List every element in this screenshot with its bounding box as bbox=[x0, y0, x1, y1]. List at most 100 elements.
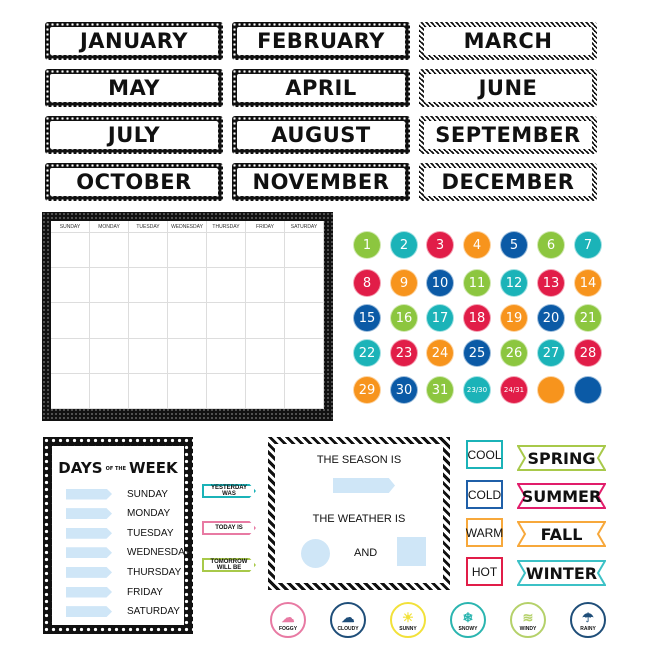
season-label: WINTER bbox=[525, 563, 598, 583]
day-arrow-slot bbox=[66, 586, 112, 598]
day-label: MONDAY bbox=[127, 508, 171, 520]
calendar-cell bbox=[51, 373, 90, 409]
date-circle bbox=[574, 376, 602, 404]
calendar-grid: SUNDAY MONDAY TUESDAY WEDNESDAY THURSDAY FRID… bbox=[42, 212, 333, 421]
day-row: MONDAY bbox=[66, 508, 170, 520]
day-label: WEDNESDAY bbox=[127, 547, 191, 559]
season-banner: SUMMER bbox=[517, 483, 606, 509]
calendar-cell bbox=[207, 373, 246, 409]
calendar-cell bbox=[285, 373, 324, 409]
calendar-cell bbox=[285, 268, 324, 304]
days-of-week-chart: DAYS OF THE WEEK SUNDAY MONDAY TUESDAY WEDNES… bbox=[43, 437, 193, 634]
date-circle: 20 bbox=[537, 304, 565, 332]
month-header-august: AUGUST bbox=[232, 116, 410, 154]
banner-shape bbox=[517, 560, 606, 586]
date-circle: 4 bbox=[463, 231, 491, 259]
calendar-cell bbox=[168, 233, 207, 269]
month-label: JULY bbox=[50, 121, 218, 149]
calendar-cell bbox=[168, 373, 207, 409]
month-header-january: JANUARY bbox=[45, 22, 223, 60]
calendar-cell bbox=[90, 233, 129, 269]
date-circle: 16 bbox=[390, 304, 418, 332]
day-label: TUESDAY bbox=[127, 527, 174, 539]
date-circle: 25 bbox=[463, 339, 491, 367]
calendar-cell bbox=[246, 338, 285, 374]
date-circle: 5 bbox=[500, 231, 528, 259]
date-circle: 24/31 bbox=[500, 376, 528, 404]
day-row: FRIDAY bbox=[66, 586, 163, 598]
month-header-december: DECEMBER bbox=[419, 163, 597, 201]
weather-rainy: ☂ RAINY bbox=[570, 602, 606, 638]
banner-shape bbox=[517, 521, 606, 547]
date-circle: 8 bbox=[353, 269, 381, 297]
calendar-cell bbox=[129, 373, 168, 409]
month-label: MAY bbox=[50, 74, 218, 102]
weather-circle-slot bbox=[301, 539, 330, 568]
calendar-day-header: TUESDAY bbox=[129, 221, 168, 233]
season-label: SPRING bbox=[527, 448, 596, 468]
calendar-day-header: SATURDAY bbox=[285, 221, 324, 233]
calendar-day-header: FRIDAY bbox=[246, 221, 285, 233]
temperature-card: COLD bbox=[466, 480, 503, 509]
date-circle: 31 bbox=[426, 376, 454, 404]
calendar-cell bbox=[246, 233, 285, 269]
day-arrow-slot bbox=[66, 606, 112, 618]
day-pointer: YESTERDAY WAS bbox=[202, 484, 256, 498]
temperature-card: WARM bbox=[466, 518, 503, 547]
temperature-card: COOL bbox=[466, 440, 503, 469]
day-label: THURSDAY bbox=[127, 566, 182, 578]
date-circle: 6 bbox=[537, 231, 565, 259]
day-row: SUNDAY bbox=[66, 488, 168, 500]
days-of-week-title: DAYS OF THE WEEK bbox=[52, 459, 184, 477]
weather-label: SUNNY bbox=[399, 626, 417, 632]
season-text: THE SEASON IS bbox=[316, 454, 402, 466]
date-circle: 27 bbox=[537, 339, 565, 367]
calendar-cell bbox=[90, 338, 129, 374]
calendar-cell bbox=[168, 303, 207, 339]
month-header-may: MAY bbox=[45, 69, 223, 107]
month-label: NOVEMBER bbox=[237, 168, 405, 196]
date-circle: 14 bbox=[574, 269, 602, 297]
season-banner: SPRING bbox=[517, 445, 606, 471]
date-circle: 17 bbox=[426, 304, 454, 332]
date-circle: 1 bbox=[353, 231, 381, 259]
calendar-cell bbox=[246, 373, 285, 409]
calendar-cell bbox=[207, 338, 246, 374]
calendar-day-header: WEDNESDAY bbox=[168, 221, 207, 233]
title-week: WEEK bbox=[129, 459, 178, 477]
date-circle: 11 bbox=[463, 269, 491, 297]
month-label: AUGUST bbox=[237, 121, 405, 149]
date-circle: 19 bbox=[500, 304, 528, 332]
month-label: JANUARY bbox=[50, 27, 218, 55]
day-row: THURSDAY bbox=[66, 566, 181, 578]
season-banner: WINTER bbox=[517, 560, 606, 586]
month-header-june: JUNE bbox=[419, 69, 597, 107]
day-label: FRIDAY bbox=[127, 586, 163, 598]
day-pointer: TODAY IS bbox=[202, 521, 256, 535]
cloud-icon: ☁ bbox=[341, 610, 355, 625]
date-circle: 9 bbox=[390, 269, 418, 297]
season-slot bbox=[333, 478, 395, 493]
weather-label: RAINY bbox=[580, 626, 596, 632]
date-circle: 2 bbox=[390, 231, 418, 259]
date-circle: 26 bbox=[500, 339, 528, 367]
date-circle bbox=[537, 376, 565, 404]
wind-icon: ≋ bbox=[522, 610, 534, 625]
weather-text: THE WEATHER IS bbox=[312, 513, 406, 525]
weather-label: CLOUDY bbox=[337, 626, 359, 632]
temperature-card: HOT bbox=[466, 557, 503, 586]
calendar-cell bbox=[129, 303, 168, 339]
weather-foggy: ☁ FOGGY bbox=[270, 602, 306, 638]
calendar-cell bbox=[51, 338, 90, 374]
title-days: DAYS bbox=[58, 459, 103, 477]
day-arrow-slot bbox=[66, 527, 112, 539]
month-label: APRIL bbox=[237, 74, 405, 102]
and-text: AND bbox=[354, 547, 378, 559]
calendar-cell bbox=[129, 338, 168, 374]
calendar-day-header: THURSDAY bbox=[207, 221, 246, 233]
date-circle: 18 bbox=[463, 304, 491, 332]
month-header-april: APRIL bbox=[232, 69, 410, 107]
calendar-cell bbox=[246, 268, 285, 304]
date-circle: 3 bbox=[426, 231, 454, 259]
date-circle: 23/30 bbox=[463, 376, 491, 404]
